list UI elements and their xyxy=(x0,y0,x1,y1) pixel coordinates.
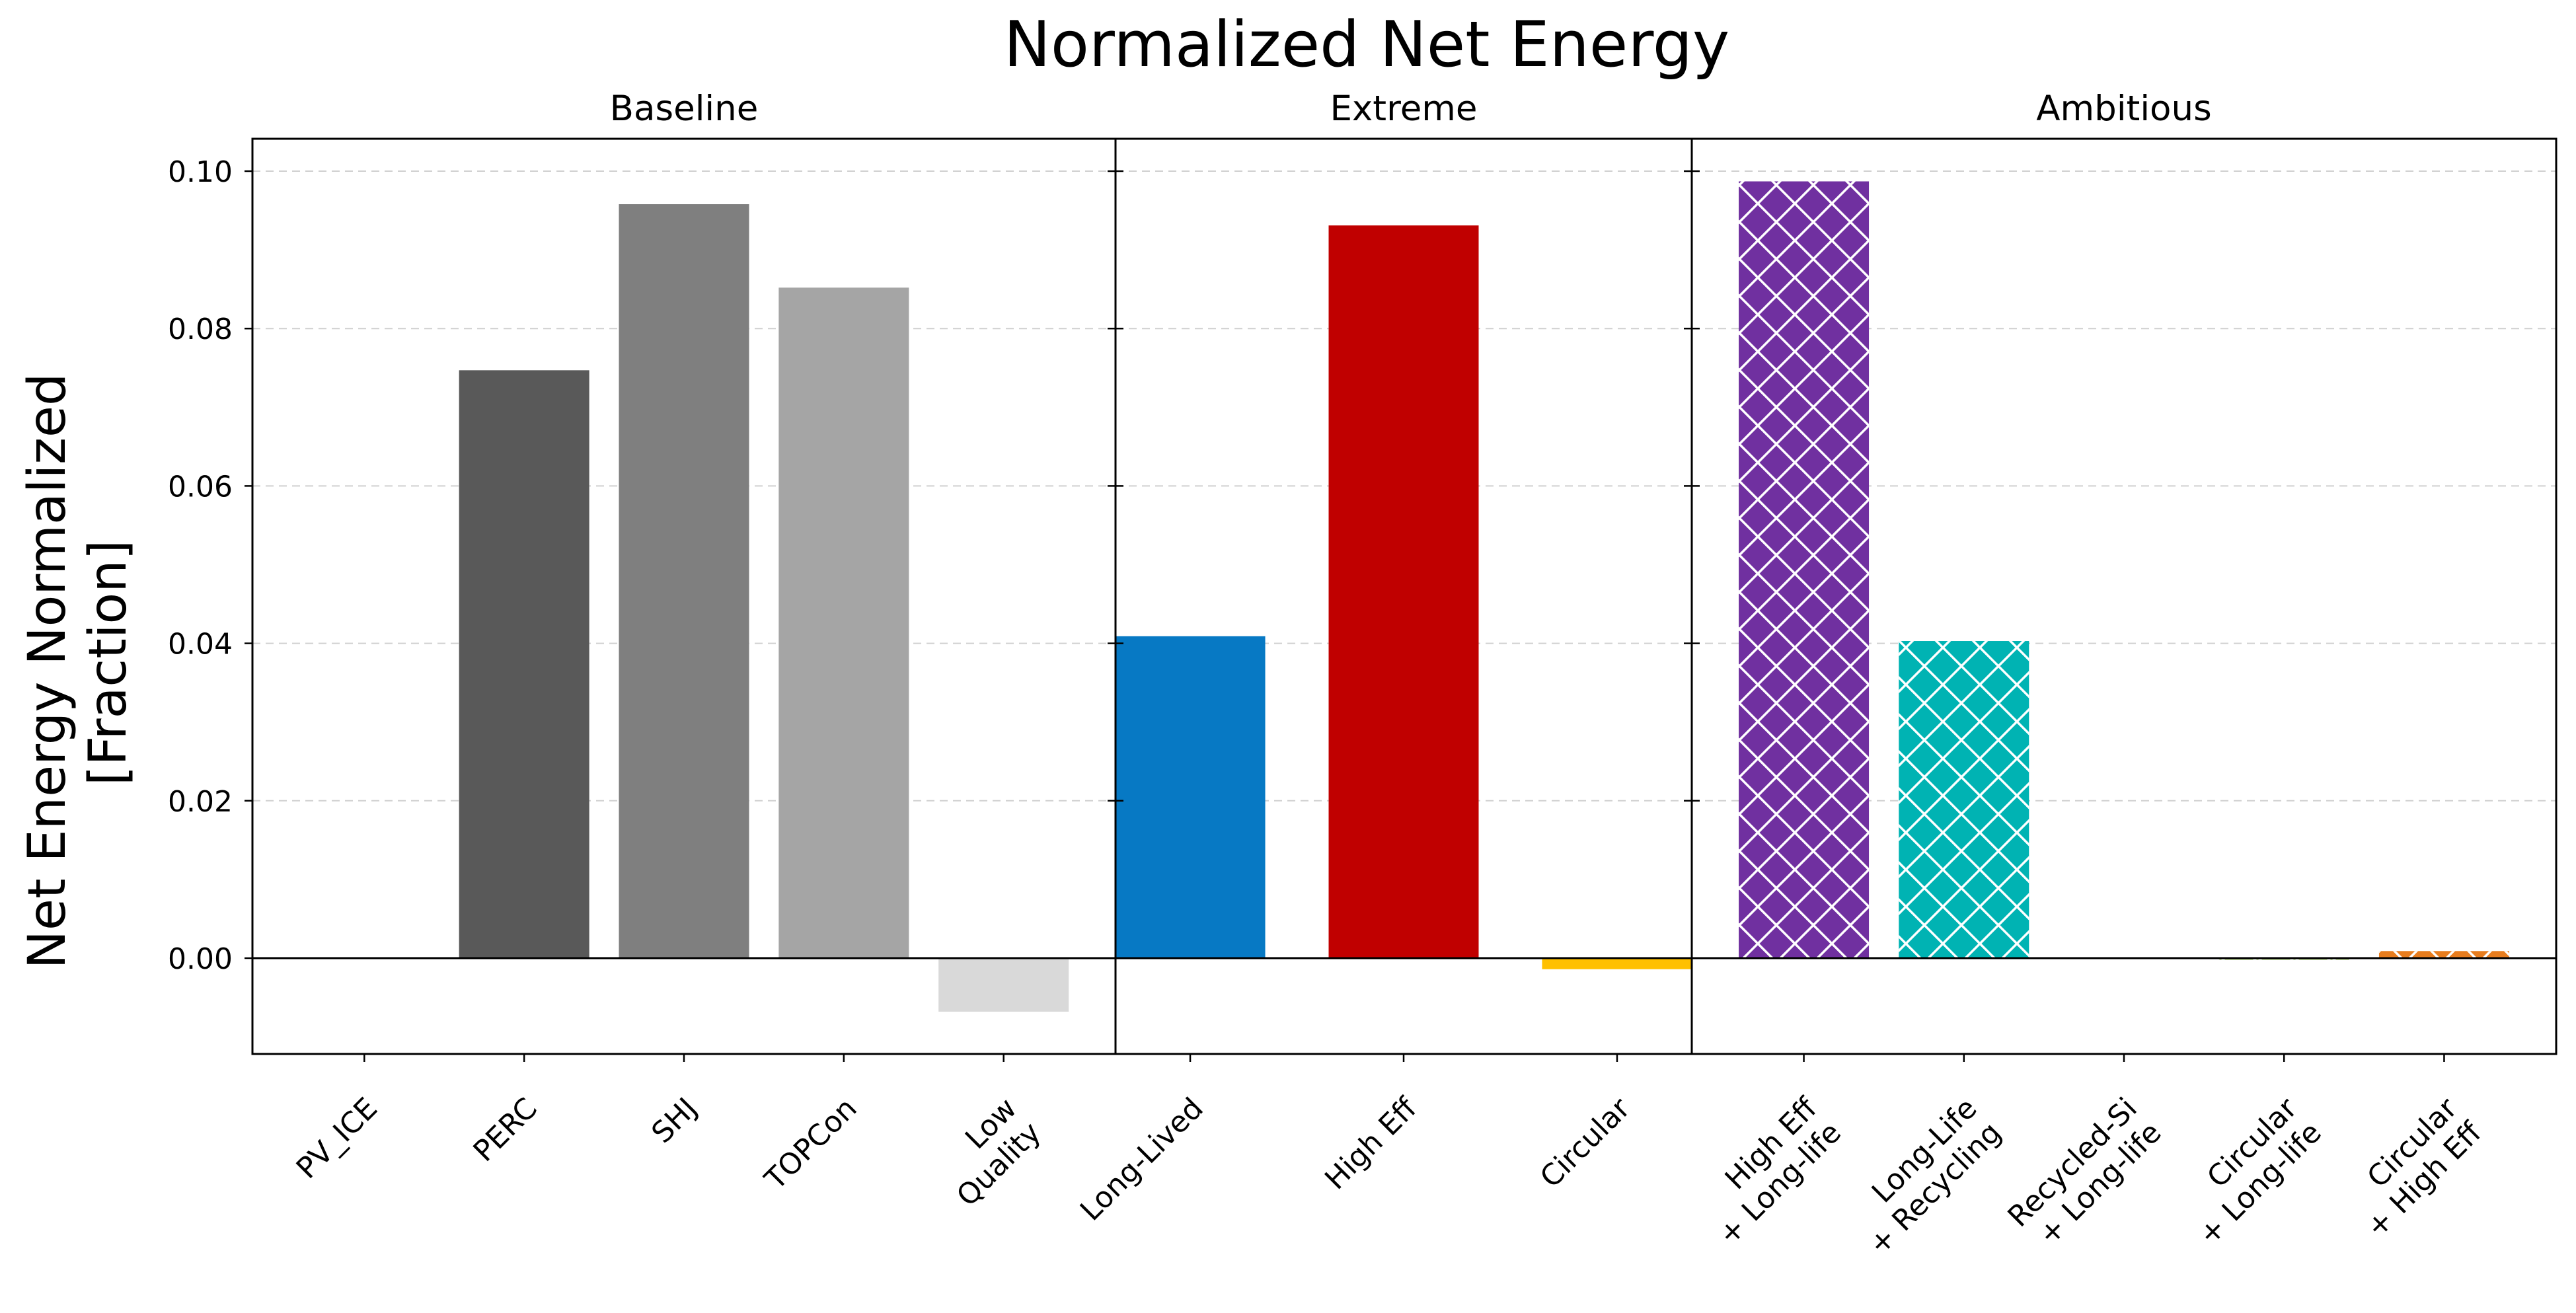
x-tick-label-line: High Eff xyxy=(1318,1091,1424,1197)
x-tick-label: High Eff xyxy=(1318,1091,1424,1197)
bar-1-0 xyxy=(1115,636,1266,958)
y-axis-label-line-2: [Fraction] xyxy=(79,540,138,786)
y-tick-label: 0.10 xyxy=(168,155,233,189)
bar-0-1 xyxy=(459,370,589,958)
x-tick-label: Long-Life+ Recycling xyxy=(1838,1092,2008,1262)
x-tick-label: Circular+ High Eff xyxy=(2335,1091,2489,1244)
bar-hatch xyxy=(1899,641,2029,958)
y-tick-label: 0.00 xyxy=(168,942,233,976)
panel-frame xyxy=(1690,137,2557,1055)
y-tick-label: 0.02 xyxy=(168,785,233,819)
x-tick-label: PERC xyxy=(467,1092,544,1168)
panel-title-baseline: Baseline xyxy=(610,89,759,129)
x-tick-label: Circular xyxy=(1534,1091,1638,1195)
x-tick-label: Long-Lived xyxy=(1074,1092,1210,1228)
y-tick-label: 0.06 xyxy=(168,470,233,504)
bar-hatch xyxy=(1739,181,1870,958)
bar-hatch xyxy=(2378,951,2509,958)
bar-0-3 xyxy=(778,287,909,958)
x-tick-label-line: PERC xyxy=(467,1092,544,1168)
x-tick-label: TOPCon xyxy=(758,1092,864,1197)
bar-0-2 xyxy=(619,204,749,959)
x-tick-label: LowQuality xyxy=(926,1092,1047,1213)
x-tick-label: High Eff+ Long-life xyxy=(1687,1091,1848,1252)
bars xyxy=(459,181,2509,1012)
panel-title-extreme: Extreme xyxy=(1330,89,1477,129)
x-tick-label-line: PV_ICE xyxy=(290,1092,384,1185)
x-tick-label: Circular+ Long-life xyxy=(2168,1091,2328,1252)
x-tick-label-line: Circular xyxy=(1534,1091,1638,1195)
x-tick-label: SHJ xyxy=(645,1092,703,1150)
x-tick-label: Recycled-Si+ Long-life xyxy=(2002,1092,2168,1258)
bar-0-4 xyxy=(938,958,1069,1012)
y-tick-label: 0.08 xyxy=(168,313,233,346)
y-axis-label: Net Energy Normalized [Fraction] xyxy=(18,357,138,969)
bar-1-2 xyxy=(1542,958,1692,969)
x-tick-label-line: TOPCon xyxy=(758,1092,864,1197)
y-tick-label: 0.04 xyxy=(168,628,233,661)
x-tick-label: PV_ICE xyxy=(290,1092,384,1185)
bar-1-1 xyxy=(1328,225,1479,959)
x-tick-label-line: SHJ xyxy=(645,1092,703,1150)
y-axis-label-line-1: Net Energy Normalized xyxy=(18,373,77,969)
axes xyxy=(245,137,2557,1062)
x-tick-label-line: Long-Lived xyxy=(1074,1092,1210,1228)
chart-title: Normalized Net Energy xyxy=(1004,9,1729,81)
panel-title-ambitious: Ambitious xyxy=(2036,89,2211,129)
